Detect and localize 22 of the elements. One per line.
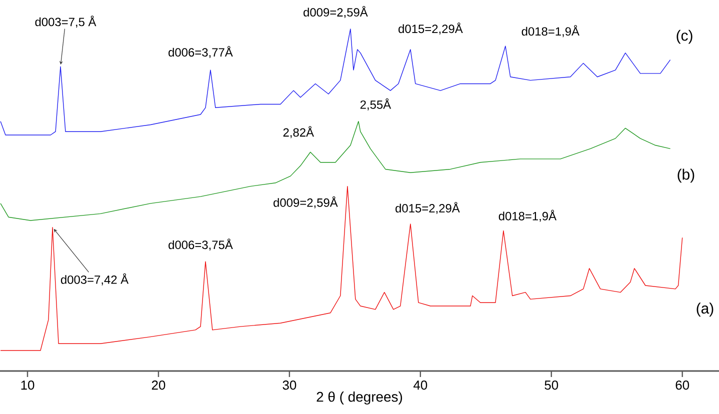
- x-tick-label: 50: [544, 380, 558, 390]
- x-axis-title: 2 θ ( degrees): [316, 392, 402, 405]
- x-tick-label: 20: [152, 380, 166, 390]
- series-label: (c): [676, 30, 692, 44]
- annotation: d006=3,75Å: [168, 238, 233, 251]
- annotation: d006=3,77Å: [168, 46, 233, 58]
- annotation: d003=7,5 Å: [35, 16, 96, 28]
- annotation: 2,55Å: [360, 98, 392, 110]
- x-tick-label: 30: [282, 380, 296, 390]
- annotation: d018=1,9Å: [498, 210, 556, 222]
- series-label: (b): [678, 168, 694, 183]
- x-tick-label: 40: [413, 380, 428, 390]
- series-label: (a): [696, 302, 714, 317]
- annotation: d015=2,29Å: [396, 202, 460, 214]
- annotation: d009=2,59Å: [274, 196, 338, 208]
- annotation: 2,82Å: [283, 126, 314, 138]
- annotation: d018=1,9Å: [522, 25, 580, 38]
- x-tick-label: 10: [21, 380, 34, 390]
- annotation: d009=2,59Å: [304, 6, 368, 18]
- x-tick-label: 60: [676, 380, 690, 390]
- annotation: d015=2,29Å: [398, 22, 463, 34]
- annotation: d003=7,42 Å: [60, 273, 129, 286]
